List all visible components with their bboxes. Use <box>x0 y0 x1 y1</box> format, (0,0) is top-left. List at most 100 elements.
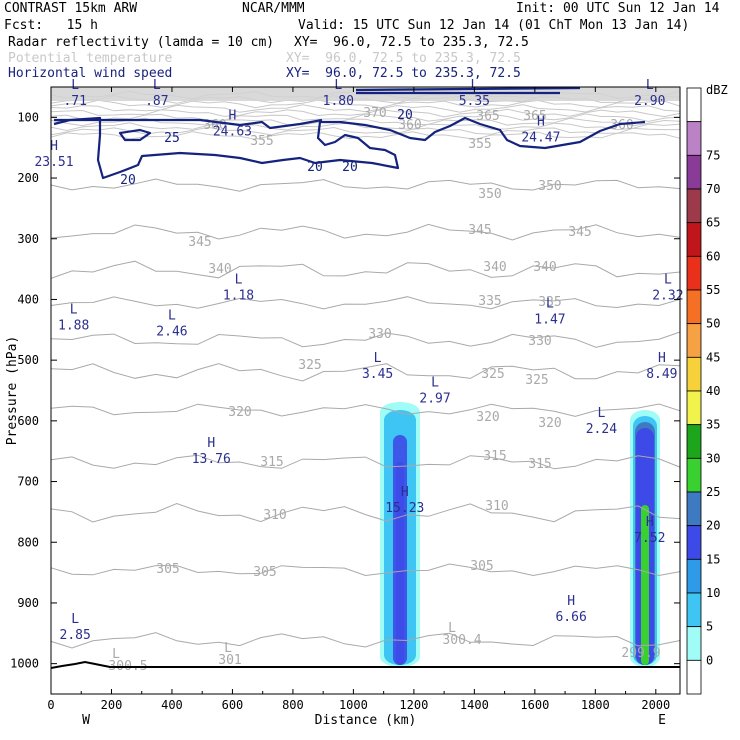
colorbar-segment <box>686 558 702 594</box>
y-tick-label: 800 <box>17 535 39 549</box>
producer-label: NCAR/MMM <box>242 1 305 16</box>
y-tick-label: 1000 <box>10 657 39 671</box>
theta-contour-upper <box>50 99 681 109</box>
extremum-value-label: 2.85 <box>60 628 91 643</box>
wind-contour-2 <box>118 128 152 142</box>
theta-contour <box>50 363 681 382</box>
colorbar-level-label: 45 <box>706 350 720 364</box>
theta-contour <box>50 178 681 192</box>
x-tick-label: 0 <box>47 698 54 712</box>
theta-value-label: 350 <box>538 179 561 194</box>
y-tick-label: 700 <box>17 475 39 489</box>
extremum-value-label: 5.35 <box>459 94 490 109</box>
colorbar-level-label: 70 <box>706 182 720 196</box>
wind-contour-4 <box>355 86 581 92</box>
valid-time: Valid: 15 UTC Sun 12 Jan 14 (01 ChT Mon … <box>298 18 690 33</box>
model-title: CONTRAST 15km ARW <box>4 1 138 16</box>
colorbar-segment <box>686 121 702 156</box>
theta-value-label: 325 <box>481 367 504 382</box>
theta-value-label: 300.4 <box>442 633 481 648</box>
colorbar-level-label: 15 <box>706 552 720 566</box>
x-tick-label: 2000 <box>641 698 670 712</box>
extremum-type-label: L <box>664 272 672 287</box>
wind-contour-0 <box>53 116 646 180</box>
colorbar-segment <box>686 659 702 695</box>
x-tick-label: 200 <box>101 698 123 712</box>
theta-value-label: 350 <box>478 187 501 202</box>
x-tick-label: 600 <box>222 698 244 712</box>
field-label-theta: Potential temperature <box>8 51 173 66</box>
theta-low-marker: L <box>112 647 120 662</box>
colorbar-segment <box>686 255 702 291</box>
theta-value-label: 360 <box>398 118 421 133</box>
theta-value-label: 325 <box>525 373 548 388</box>
extremum-value-label: 24.47 <box>521 130 560 145</box>
theta-value-label: 299.9 <box>621 646 660 661</box>
extremum-type-label: H <box>229 108 237 123</box>
theta-value-label: 340 <box>208 262 231 277</box>
extremum-type-label: H <box>207 436 215 451</box>
extremum-type-label: L <box>235 272 243 287</box>
colorbar-segment <box>686 457 702 493</box>
extremum-value-label: .87 <box>145 94 168 109</box>
theta-value-label: 325 <box>298 358 321 373</box>
colorbar-level-label: 55 <box>706 283 720 297</box>
theta-value-label: 320 <box>228 405 251 420</box>
reflectivity-cell-0-3 <box>396 462 404 665</box>
theta-value-label: 345 <box>188 235 211 250</box>
colorbar-level-label: 60 <box>706 249 720 263</box>
y-tick-label: 100 <box>17 110 39 124</box>
colorbar-level-label: 35 <box>706 418 720 432</box>
extremum-type-label: L <box>70 303 78 318</box>
theta-value-label: 355 <box>468 137 491 152</box>
colorbar-level-label: 25 <box>706 485 720 499</box>
extremum-type-label: L <box>646 78 654 93</box>
colorbar-segment <box>686 525 702 560</box>
theta-contour <box>50 403 681 417</box>
theta-value-label: 340 <box>533 260 556 275</box>
plot-frame <box>50 86 681 695</box>
extremum-type-label: L <box>470 78 478 93</box>
colorbar-segment <box>686 154 702 190</box>
extremum-value-label: 2.97 <box>419 392 450 407</box>
extremum-value-label: 13.76 <box>192 452 231 467</box>
theta-value-label: 370 <box>363 106 386 121</box>
extremum-type-label: H <box>567 594 575 609</box>
extremum-value-label: 6.66 <box>555 610 586 625</box>
extremum-type-label: L <box>71 612 79 627</box>
init-time: Init: 00 UTC Sun 12 Jan 14 <box>516 1 720 16</box>
x-tick-label: 1600 <box>520 698 549 712</box>
theta-contour <box>50 632 681 649</box>
extremum-type-label: L <box>153 78 161 93</box>
theta-value-label: 340 <box>483 260 506 275</box>
extremum-type-label: L <box>71 78 79 93</box>
forecast-hour: Fcst: 15 h <box>4 18 98 33</box>
theta-contour-upper <box>50 113 681 123</box>
reflectivity-fill-layer <box>380 402 660 667</box>
extremum-type-label: L <box>168 309 176 324</box>
x-tick-label: 1200 <box>399 698 428 712</box>
wind-speed-label: 20 <box>342 160 358 175</box>
y-tick-label: 600 <box>17 414 39 428</box>
colorbar: 0 5 10 15 20 25 30 35 40 45 50 55 60 65 70 75 dBZ <box>686 83 728 695</box>
theta-contour <box>50 502 681 523</box>
field-xy-wind: XY= 96.0, 72.5 to 235.3, 72.5 <box>286 66 521 81</box>
colorbar-level-label: 5 <box>706 620 713 634</box>
x-axis-title: Distance (km) <box>315 713 417 728</box>
extremum-type-label: H <box>537 114 545 129</box>
colorbar-segment <box>686 87 702 123</box>
theta-contour-upper <box>50 104 681 113</box>
extremum-type-label: L <box>334 78 342 93</box>
colorbar-level-label: 10 <box>706 586 720 600</box>
colorbar-level-label: 20 <box>706 519 720 533</box>
theta-value-label: 320 <box>476 410 499 425</box>
extremum-type-label: L <box>597 406 605 421</box>
theta-value-label: 315 <box>528 457 551 472</box>
extremum-value-label: 24.63 <box>213 124 252 139</box>
extremum-value-label: 2.46 <box>156 325 187 340</box>
theta-low-marker: L <box>224 641 232 656</box>
theta-contour <box>50 296 681 310</box>
theta-contour-upper <box>50 126 680 136</box>
reflectivity-cell-1-4 <box>641 505 649 665</box>
theta-value-label: 345 <box>468 223 491 238</box>
